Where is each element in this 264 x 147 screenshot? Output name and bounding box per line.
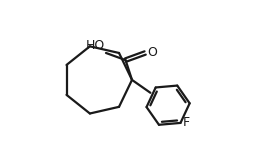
Text: O: O [147, 46, 157, 59]
Text: F: F [182, 116, 190, 129]
Text: HO: HO [86, 39, 105, 52]
